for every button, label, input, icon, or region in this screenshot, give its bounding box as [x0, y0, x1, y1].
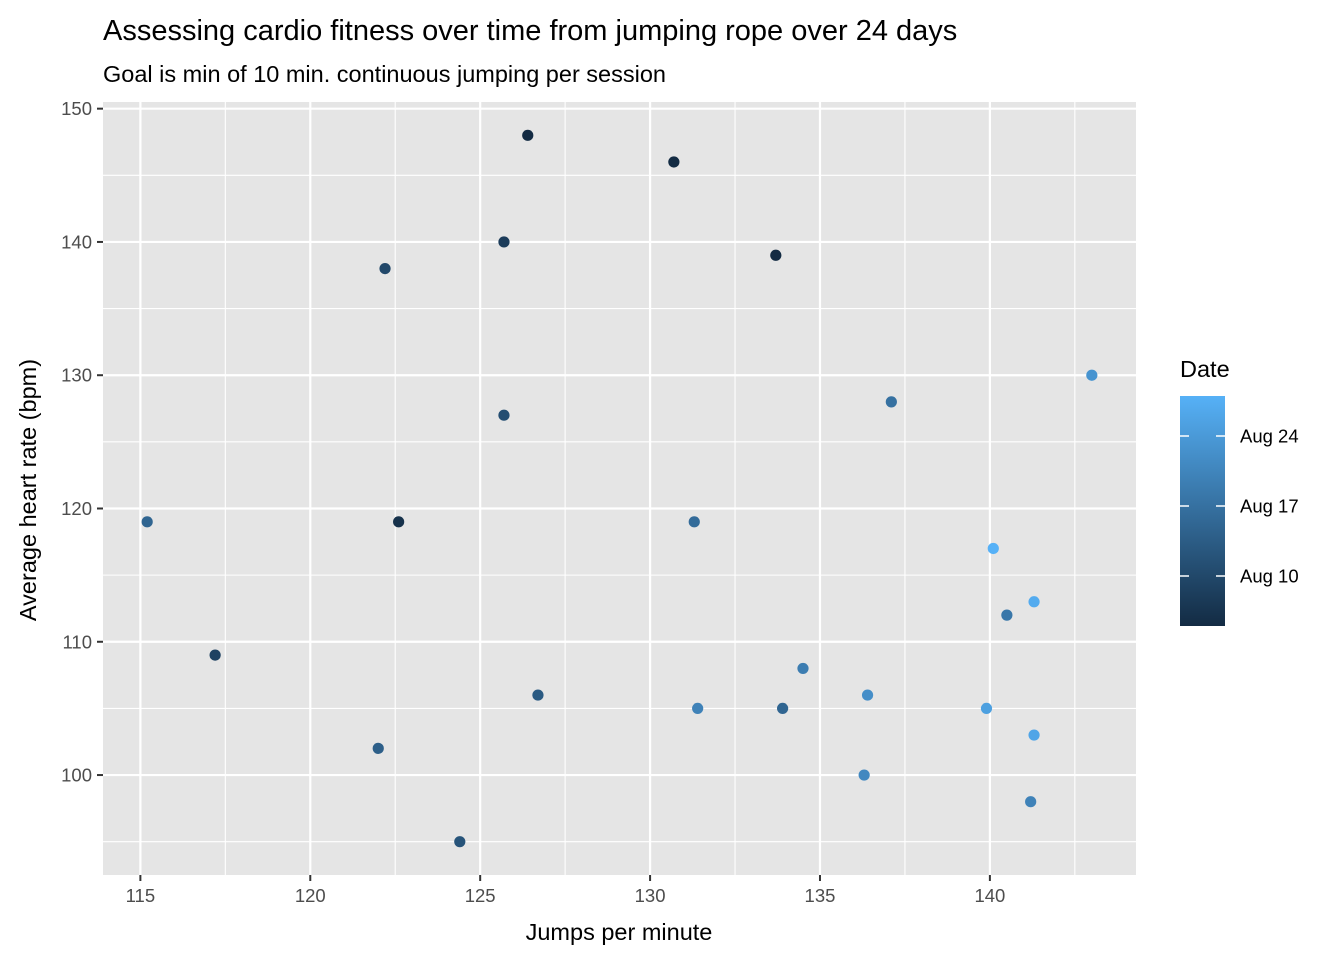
data-point [980, 702, 993, 715]
data-point [885, 396, 897, 408]
data-point [372, 742, 384, 754]
data-point [522, 129, 534, 141]
data-point [498, 236, 510, 248]
data-point [770, 249, 782, 261]
x-axis-ticks: 115 120 125 130 135 140 [126, 875, 1005, 906]
x-tick-label: 125 [465, 885, 496, 906]
chart-title: Assessing cardio fitness over time from … [103, 15, 957, 47]
data-point [777, 702, 789, 715]
x-tick-label: 115 [126, 885, 156, 906]
data-point [532, 689, 544, 701]
data-point [861, 689, 874, 701]
y-tick-label: 110 [63, 631, 93, 652]
data-point [668, 156, 680, 168]
y-tick-label: 130 [61, 365, 92, 386]
data-point [454, 836, 466, 848]
data-point [379, 262, 391, 275]
color-legend: Date Aug 10 Aug 17 Aug 24 [1180, 356, 1299, 626]
data-point [797, 662, 809, 675]
plot-panel [103, 102, 1136, 875]
data-point [141, 516, 153, 528]
grid-minor [103, 102, 1136, 875]
chart-subtitle: Goal is min of 10 min. continuous jumpin… [103, 61, 666, 87]
data-point [1028, 596, 1040, 608]
y-axis-ticks: 100 110 120 130 140 150 [61, 98, 103, 786]
y-tick-label: 120 [61, 498, 92, 519]
data-point [1001, 609, 1013, 621]
data-point [498, 409, 510, 421]
data-point [1028, 729, 1040, 741]
y-tick-label: 100 [61, 765, 92, 786]
legend-label: Aug 17 [1240, 496, 1299, 517]
data-points [141, 129, 1098, 848]
x-tick-label: 135 [805, 885, 836, 906]
data-point [393, 516, 405, 528]
data-point [858, 769, 870, 781]
data-point [209, 649, 221, 661]
data-point [688, 516, 700, 528]
legend-label: Aug 24 [1240, 426, 1299, 447]
legend-ticks: Aug 10 Aug 17 Aug 24 [1180, 426, 1299, 587]
data-point [1025, 796, 1037, 808]
data-point [692, 702, 704, 715]
y-tick-label: 150 [61, 98, 92, 119]
data-point [1086, 369, 1098, 381]
x-tick-label: 130 [635, 885, 666, 906]
x-tick-label: 120 [295, 885, 326, 906]
y-tick-label: 140 [61, 231, 92, 252]
data-point [987, 542, 999, 555]
legend-title: Date [1180, 356, 1230, 382]
x-tick-label: 140 [974, 885, 1005, 906]
y-axis-title: Average heart rate (bpm) [15, 359, 41, 621]
x-axis-title: Jumps per minute [526, 919, 713, 945]
legend-label: Aug 10 [1240, 566, 1299, 587]
grid-major [103, 102, 1136, 875]
legend-colorbar [1180, 396, 1225, 626]
